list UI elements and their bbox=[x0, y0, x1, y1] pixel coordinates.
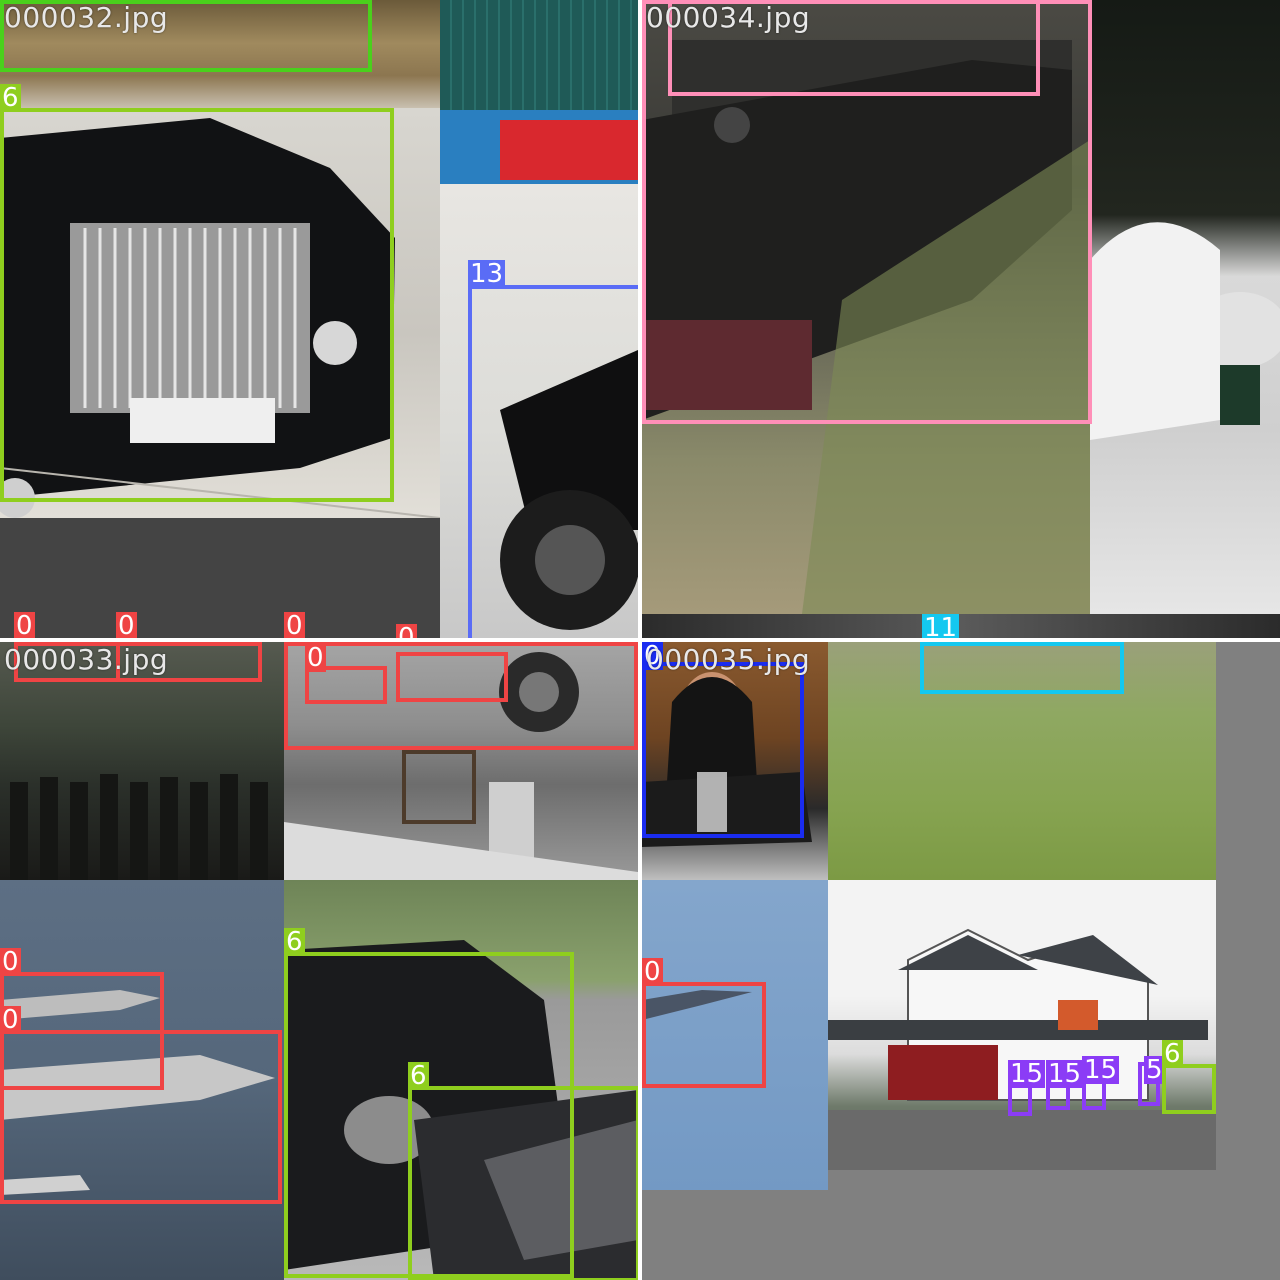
tile-filename: 000032.jpg bbox=[4, 1, 169, 34]
person-silhouette bbox=[642, 672, 812, 847]
detection-box-jet bbox=[642, 982, 766, 1088]
detection-label-car: 6 bbox=[284, 927, 305, 957]
photo-blue-sky-jet bbox=[642, 880, 828, 1190]
detection-label-potted-plant: 5 bbox=[1144, 1055, 1165, 1085]
photo-fighter-jets bbox=[0, 880, 284, 1280]
detection-box-airplane bbox=[284, 642, 638, 750]
photo-house bbox=[828, 880, 1216, 1170]
detection-box-train bbox=[642, 0, 1092, 424]
detection-box-car bbox=[408, 1086, 638, 1280]
lamp-silhouette bbox=[1090, 222, 1280, 440]
photo-steam-train bbox=[642, 0, 1090, 614]
detection-label-potted-plant: 15 bbox=[1046, 1059, 1084, 1089]
photo-rolls-royce bbox=[0, 108, 440, 518]
detection-box-motorcycle bbox=[468, 285, 638, 638]
detection-label-person: 0 bbox=[642, 642, 663, 671]
photo-strip-bottom bbox=[642, 614, 1280, 638]
fence-silhouette bbox=[10, 774, 268, 880]
photo-grass-blur bbox=[828, 642, 1216, 880]
detection-box-airplane bbox=[305, 666, 387, 704]
detection-box-jet bbox=[0, 1030, 282, 1204]
photo-bags-lamp bbox=[1090, 0, 1280, 614]
detection-label-animal: 11 bbox=[922, 613, 960, 643]
detection-label-airplane: 0 bbox=[284, 611, 305, 638]
detection-box-animal bbox=[920, 642, 1124, 694]
tile-filename: 000035.jpg bbox=[646, 643, 811, 676]
detection-box-airplane bbox=[396, 652, 508, 702]
tile-filename: 000034.jpg bbox=[646, 1, 811, 34]
photo-woman-restaurant bbox=[642, 642, 828, 880]
detection-label-potted-plant: 15 bbox=[1082, 1055, 1120, 1085]
mosaic-tile-000033: 0 0 0 6 6 000033.jpg bbox=[0, 642, 638, 1280]
train-silhouette bbox=[642, 40, 1090, 614]
detection-label-jet: 0 bbox=[0, 947, 21, 977]
detection-label-jet: 0 bbox=[642, 957, 663, 987]
red-sign bbox=[500, 120, 638, 180]
detection-box-airplane bbox=[116, 642, 262, 682]
airport-silhouette bbox=[284, 652, 638, 880]
detection-label-airplane: 0 bbox=[116, 611, 137, 638]
photo-grass-field bbox=[0, 0, 440, 108]
detection-box-car bbox=[284, 952, 574, 1278]
detection-box-green bbox=[0, 0, 372, 72]
mosaic-tile-000034: 11 000034.jpg bbox=[642, 0, 1280, 638]
house-silhouette bbox=[828, 928, 1216, 1170]
motorcycle-silhouette bbox=[500, 350, 638, 630]
detection-box-car bbox=[1162, 1064, 1216, 1114]
mosaic-divider-horizontal bbox=[0, 638, 1280, 642]
detection-label-jet: 0 bbox=[0, 1005, 21, 1035]
detection-label-car: 6 bbox=[1162, 1039, 1183, 1069]
detection-box-car bbox=[0, 108, 394, 502]
detection-label-airplane: 0 bbox=[305, 643, 326, 673]
detection-label-airplane: 0 bbox=[14, 611, 35, 638]
car-silhouette bbox=[0, 118, 440, 518]
detection-label-car: 6 bbox=[0, 83, 21, 113]
mosaic-tile-000032: 6 13 0 0 0 0 000032.jpg bbox=[0, 0, 638, 638]
detection-label-airplane: 0 bbox=[396, 624, 417, 638]
tile-filename: 000033.jpg bbox=[4, 643, 169, 676]
photo-motorcycle-dealer bbox=[440, 110, 638, 638]
photo-teal-grid bbox=[440, 0, 638, 110]
photo-convertible bbox=[284, 880, 638, 1280]
detection-label-car: 6 bbox=[408, 1061, 429, 1091]
detection-label-motorcycle: 13 bbox=[468, 259, 506, 289]
photo-airport-apron bbox=[284, 642, 638, 880]
jet-silhouette bbox=[642, 990, 752, 1020]
detection-label-potted-plant: 15 bbox=[1008, 1059, 1046, 1089]
convertible-silhouette bbox=[284, 940, 638, 1280]
mosaic-tile-000035: 0 0 15 15 15 5 6 000035.jpg bbox=[642, 642, 1280, 1280]
detection-box-person bbox=[642, 662, 804, 838]
